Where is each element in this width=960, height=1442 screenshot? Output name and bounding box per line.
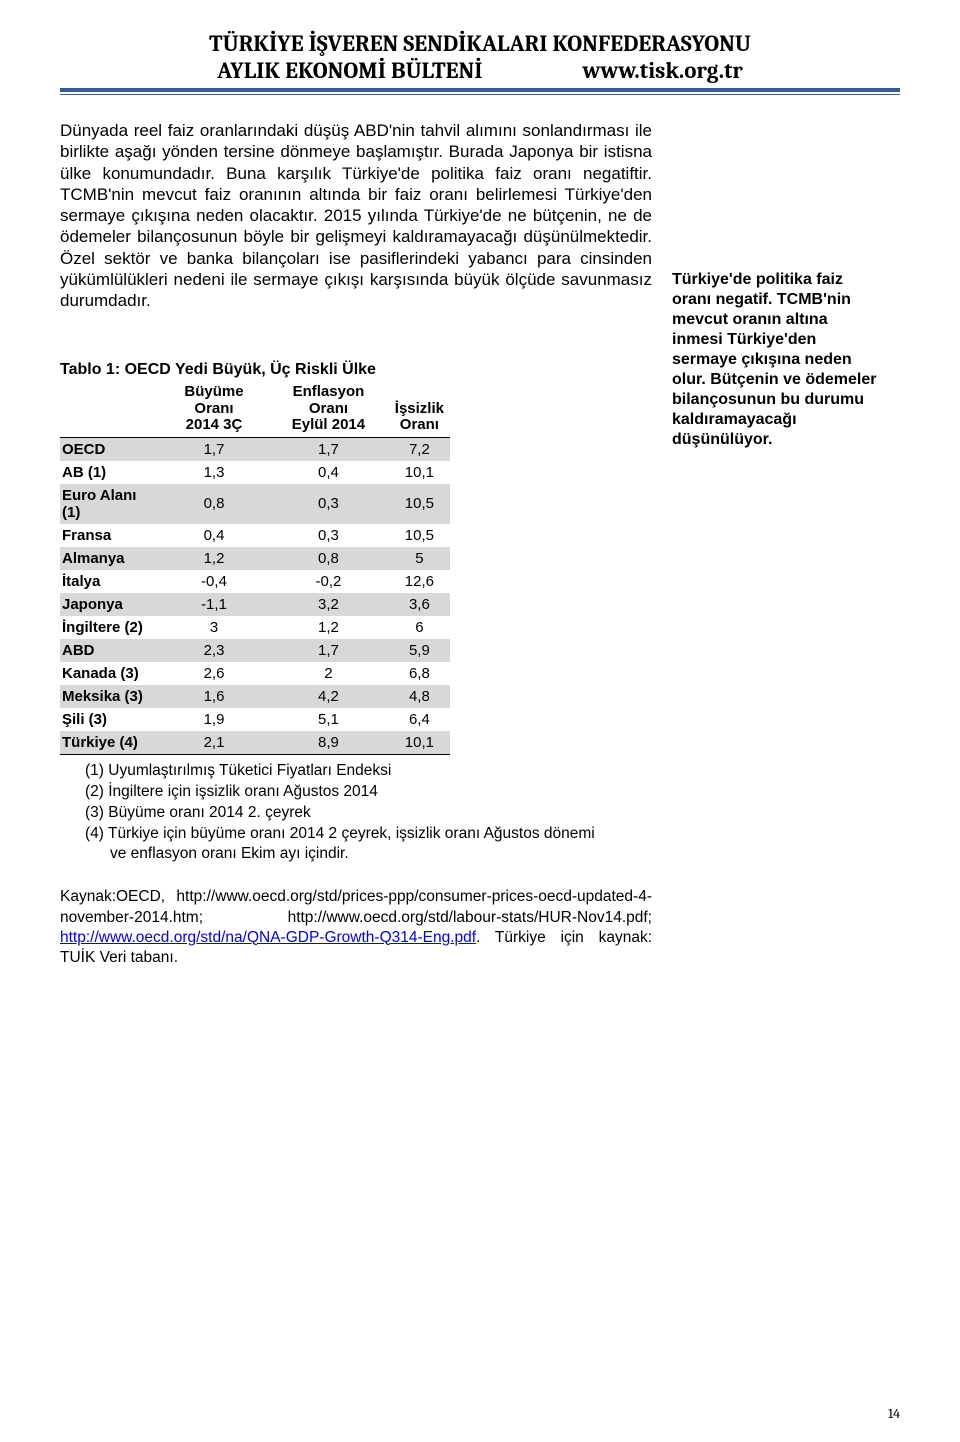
table-row: ABD2,31,75,9 — [60, 639, 450, 662]
cell: 6,8 — [389, 662, 450, 685]
cell: 7,2 — [389, 437, 450, 461]
cell: 2,6 — [160, 662, 268, 685]
cell: -0,2 — [268, 570, 389, 593]
margin-note: Türkiye'de politika faiz oranı negatif. … — [672, 270, 882, 450]
footnote-3: (3) Büyüme oranı 2014 2. çeyrek — [60, 803, 652, 824]
cell: 1,2 — [160, 547, 268, 570]
cell: 10,5 — [389, 484, 450, 524]
cell: 6 — [389, 616, 450, 639]
cell: 0,3 — [268, 484, 389, 524]
source-block: Kaynak:OECD, http://www.oecd.org/std/pri… — [60, 887, 652, 968]
cell: 0,4 — [160, 524, 268, 547]
row-label: Japonya — [60, 593, 160, 616]
source-link[interactable]: http://www.oecd.org/std/na/QNA-GDP-Growt… — [60, 929, 476, 946]
cell: 0,8 — [268, 547, 389, 570]
table-row: Fransa0,40,310,5 — [60, 524, 450, 547]
cell: 3 — [160, 616, 268, 639]
document-header: TÜRKİYE İŞVEREN SENDİKALARI KONFEDERASYO… — [60, 30, 900, 95]
cell: 10,1 — [389, 461, 450, 484]
main-paragraph: Dünyada reel faiz oranlarındaki düşüş AB… — [60, 120, 652, 311]
footnote-1: (1) Uyumlaştırılmış Tüketici Fiyatları E… — [60, 761, 652, 782]
cell: 1,2 — [268, 616, 389, 639]
cell: -0,4 — [160, 570, 268, 593]
table-row: Japonya-1,13,23,6 — [60, 593, 450, 616]
table-row: İngiltere (2)31,26 — [60, 616, 450, 639]
row-label: AB (1) — [60, 461, 160, 484]
col-header-inflation: Enflasyon OranıEylül 2014 — [268, 381, 389, 437]
cell: 1,3 — [160, 461, 268, 484]
cell: 1,7 — [160, 437, 268, 461]
footnote-4-line2: ve enflasyon oranı Ekim ayı içindir. — [60, 844, 652, 865]
cell: 2,1 — [160, 731, 268, 755]
cell: 2 — [268, 662, 389, 685]
row-label: OECD — [60, 437, 160, 461]
cell: 5 — [389, 547, 450, 570]
cell: 0,4 — [268, 461, 389, 484]
cell: 3,6 — [389, 593, 450, 616]
table-row: Euro Alanı (1)0,80,310,5 — [60, 484, 450, 524]
col-header-empty — [60, 381, 160, 437]
table-row: İtalya-0,4-0,212,6 — [60, 570, 450, 593]
table-row: Şili (3)1,95,16,4 — [60, 708, 450, 731]
cell: 4,2 — [268, 685, 389, 708]
footnote-4-line1: (4) Türkiye için büyüme oranı 2014 2 çey… — [60, 824, 652, 845]
cell: 10,1 — [389, 731, 450, 755]
table-title: Tablo 1: OECD Yedi Büyük, Üç Riskli Ülke — [60, 361, 652, 379]
cell: 5,9 — [389, 639, 450, 662]
cell: 1,7 — [268, 639, 389, 662]
table-row: Meksika (3)1,64,24,8 — [60, 685, 450, 708]
table-footnotes: (1) Uyumlaştırılmış Tüketici Fiyatları E… — [60, 761, 652, 866]
row-label: Şili (3) — [60, 708, 160, 731]
table-row: Almanya1,20,85 — [60, 547, 450, 570]
oecd-table: Büyüme Oranı2014 3Ç Enflasyon OranıEylül… — [60, 381, 450, 755]
cell: 3,2 — [268, 593, 389, 616]
cell: 1,6 — [160, 685, 268, 708]
footnote-2: (2) İngiltere için işsizlik oranı Ağusto… — [60, 782, 652, 803]
row-label: Almanya — [60, 547, 160, 570]
row-label: İtalya — [60, 570, 160, 593]
cell: 6,4 — [389, 708, 450, 731]
col-header-unemployment: İşsizlikOranı — [389, 381, 450, 437]
page-number: 14 — [888, 1405, 900, 1422]
cell: 0,3 — [268, 524, 389, 547]
row-label: Euro Alanı (1) — [60, 484, 160, 524]
cell: 5,1 — [268, 708, 389, 731]
cell: 12,6 — [389, 570, 450, 593]
header-title: TÜRKİYE İŞVEREN SENDİKALARI KONFEDERASYO… — [60, 30, 900, 57]
source-prefix: Kaynak:OECD, http://www.oecd.org/std/pri… — [60, 888, 652, 925]
row-label: Meksika (3) — [60, 685, 160, 708]
table-row: AB (1)1,30,410,1 — [60, 461, 450, 484]
row-label: ABD — [60, 639, 160, 662]
header-rule — [60, 88, 900, 95]
cell: 2,3 — [160, 639, 268, 662]
cell: -1,1 — [160, 593, 268, 616]
cell: 1,7 — [268, 437, 389, 461]
cell: 1,9 — [160, 708, 268, 731]
table-row: Türkiye (4)2,18,910,1 — [60, 731, 450, 755]
cell: 10,5 — [389, 524, 450, 547]
col-header-growth: Büyüme Oranı2014 3Ç — [160, 381, 268, 437]
row-label: Kanada (3) — [60, 662, 160, 685]
table-row: OECD1,71,77,2 — [60, 437, 450, 461]
row-label: Fransa — [60, 524, 160, 547]
header-subtitle-left: AYLIK EKONOMİ BÜLTENİ — [217, 57, 482, 84]
cell: 8,9 — [268, 731, 389, 755]
cell: 0,8 — [160, 484, 268, 524]
table-row: Kanada (3)2,626,8 — [60, 662, 450, 685]
cell: 4,8 — [389, 685, 450, 708]
table-header-row: Büyüme Oranı2014 3Ç Enflasyon OranıEylül… — [60, 381, 450, 437]
header-subtitle-right: www.tisk.org.tr — [583, 57, 743, 84]
row-label: İngiltere (2) — [60, 616, 160, 639]
row-label: Türkiye (4) — [60, 731, 160, 755]
